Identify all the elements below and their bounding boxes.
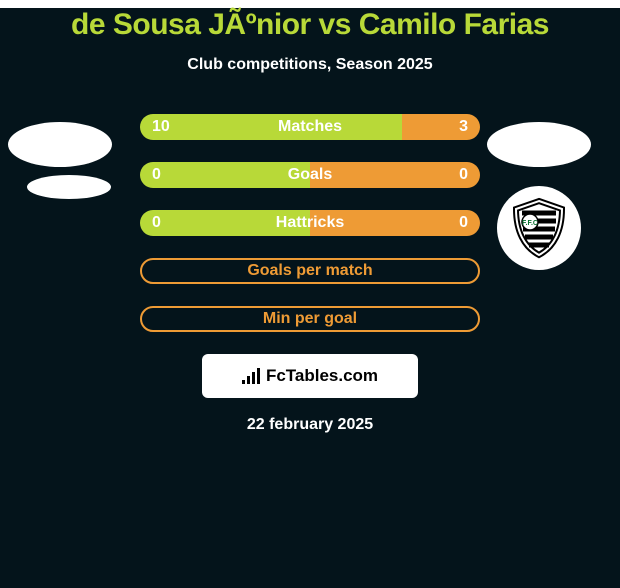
brand-text: FcTables.com [266,366,378,386]
stat-bar: Goals per match [140,258,480,284]
stat-value-left: 0 [152,214,161,232]
stat-value-left: 0 [152,166,161,184]
stat-bar-right [402,114,480,140]
stats-container: 10 3 Matches 0 0 Goals 0 0 Hattricks Goals per ma… [0,114,620,332]
stat-bar: Min per goal [140,306,480,332]
stat-bar: 10 3 Matches [140,114,480,140]
stat-bar-left [140,114,402,140]
page-title: de Sousa JÃºnior vs Camilo Farias [0,8,620,42]
stat-label: Goals per match [247,262,372,280]
stat-row: 0 0 Hattricks [0,210,620,236]
stat-label: Hattricks [276,214,344,232]
stat-label: Matches [278,118,342,136]
stat-label: Min per goal [263,310,357,328]
stat-row: Goals per match [0,258,620,284]
stat-row: Min per goal [0,306,620,332]
stat-value-right: 0 [459,214,468,232]
brand-box: FcTables.com [202,354,418,398]
stat-bar-left [140,162,310,188]
subtitle: Club competitions, Season 2025 [0,56,620,74]
date-line: 22 february 2025 [0,416,620,434]
stat-value-left: 10 [152,118,170,136]
stat-bar-right [310,162,480,188]
stat-value-right: 0 [459,166,468,184]
stat-row: 0 0 Goals [0,162,620,188]
stat-bar: 0 0 Hattricks [140,210,480,236]
stat-value-right: 3 [459,118,468,136]
bars-icon [242,368,260,384]
stat-bar: 0 0 Goals [140,162,480,188]
stat-row: 10 3 Matches [0,114,620,140]
stat-label: Goals [288,166,332,184]
